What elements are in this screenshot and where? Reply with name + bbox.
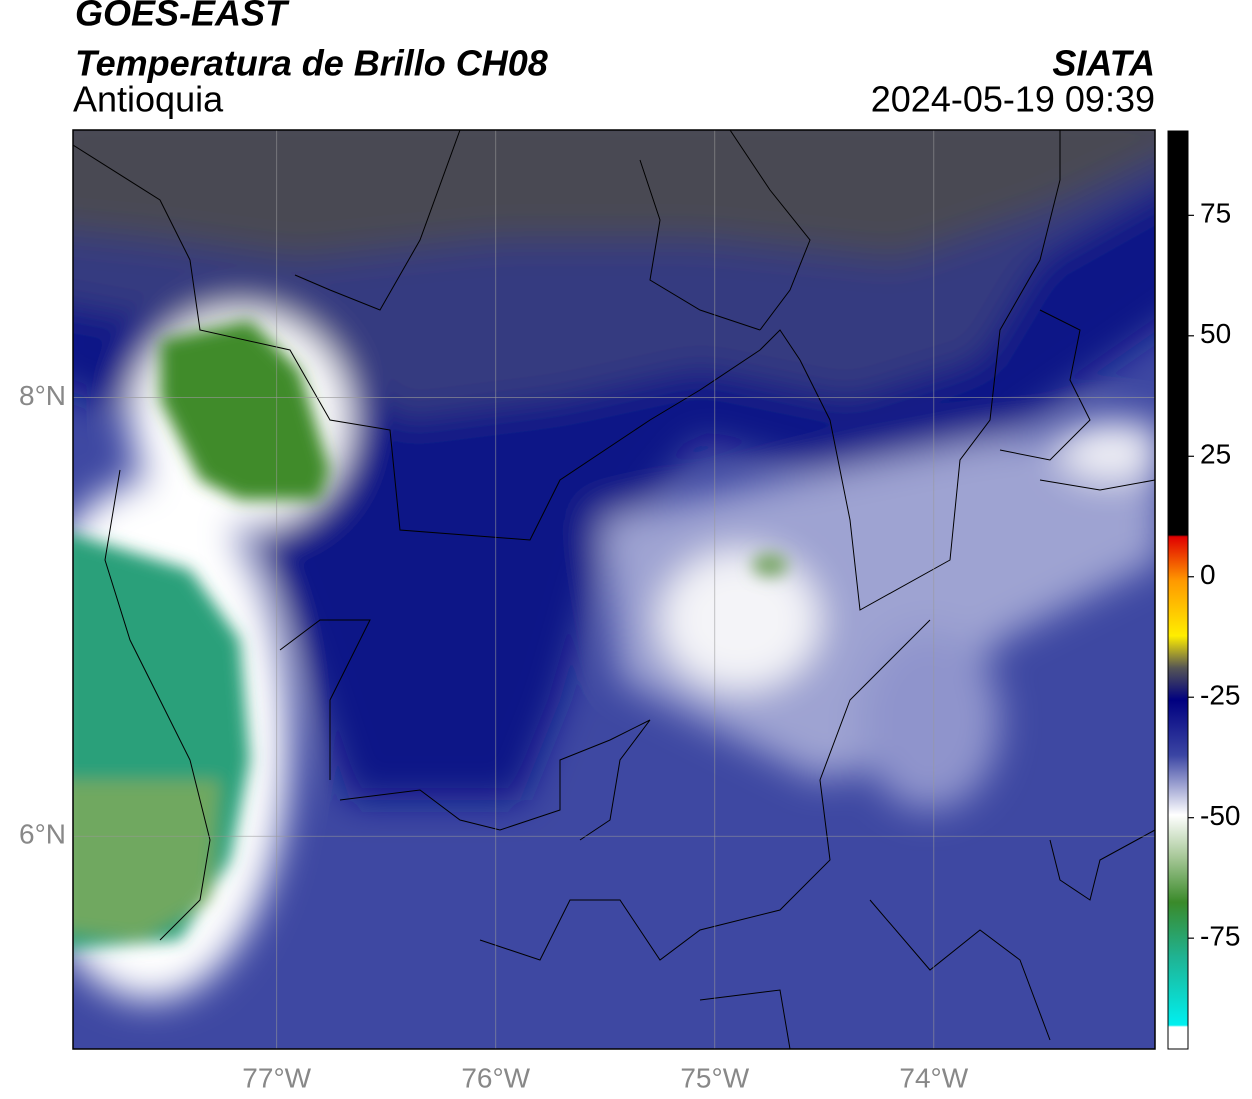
y-tick-label: 6°N bbox=[19, 819, 66, 850]
title-block: GOES-EAST Temperatura de Brillo CH08 Ant… bbox=[73, 0, 1155, 120]
title: GOES-EAST bbox=[75, 0, 290, 34]
region: Antioquia bbox=[73, 79, 224, 120]
gridlines bbox=[73, 130, 1155, 1049]
x-tick-label: 74°W bbox=[899, 1062, 968, 1093]
y-tick-label: 8°N bbox=[19, 380, 66, 411]
borders bbox=[73, 130, 1155, 1049]
subtitle: Temperatura de Brillo CH08 bbox=[75, 43, 548, 84]
colorbar bbox=[1167, 130, 1189, 1050]
colorbar-tick-label: 25 bbox=[1200, 439, 1231, 470]
datetime: 2024-05-19 09:39 bbox=[871, 79, 1155, 120]
colorbar-tick-label: -25 bbox=[1200, 680, 1240, 711]
colorbar-tick-label: 0 bbox=[1200, 559, 1216, 590]
x-tick-label: 76°W bbox=[461, 1062, 530, 1093]
colorbar-tick-label: 50 bbox=[1200, 318, 1231, 349]
x-tick-label: 75°W bbox=[680, 1062, 749, 1093]
colorbar-tick-label: 75 bbox=[1200, 198, 1231, 229]
source: SIATA bbox=[1052, 43, 1155, 84]
colorbar-tick-label: -50 bbox=[1200, 800, 1240, 831]
colorbar-ticks: -75 -50 -25 0 25 50 75 bbox=[1188, 198, 1240, 952]
map-frame bbox=[72, 129, 1156, 1050]
satellite-image bbox=[73, 130, 1155, 1049]
colorbar-tick-label: -75 bbox=[1200, 921, 1240, 952]
x-tick-label: 77°W bbox=[242, 1062, 311, 1093]
